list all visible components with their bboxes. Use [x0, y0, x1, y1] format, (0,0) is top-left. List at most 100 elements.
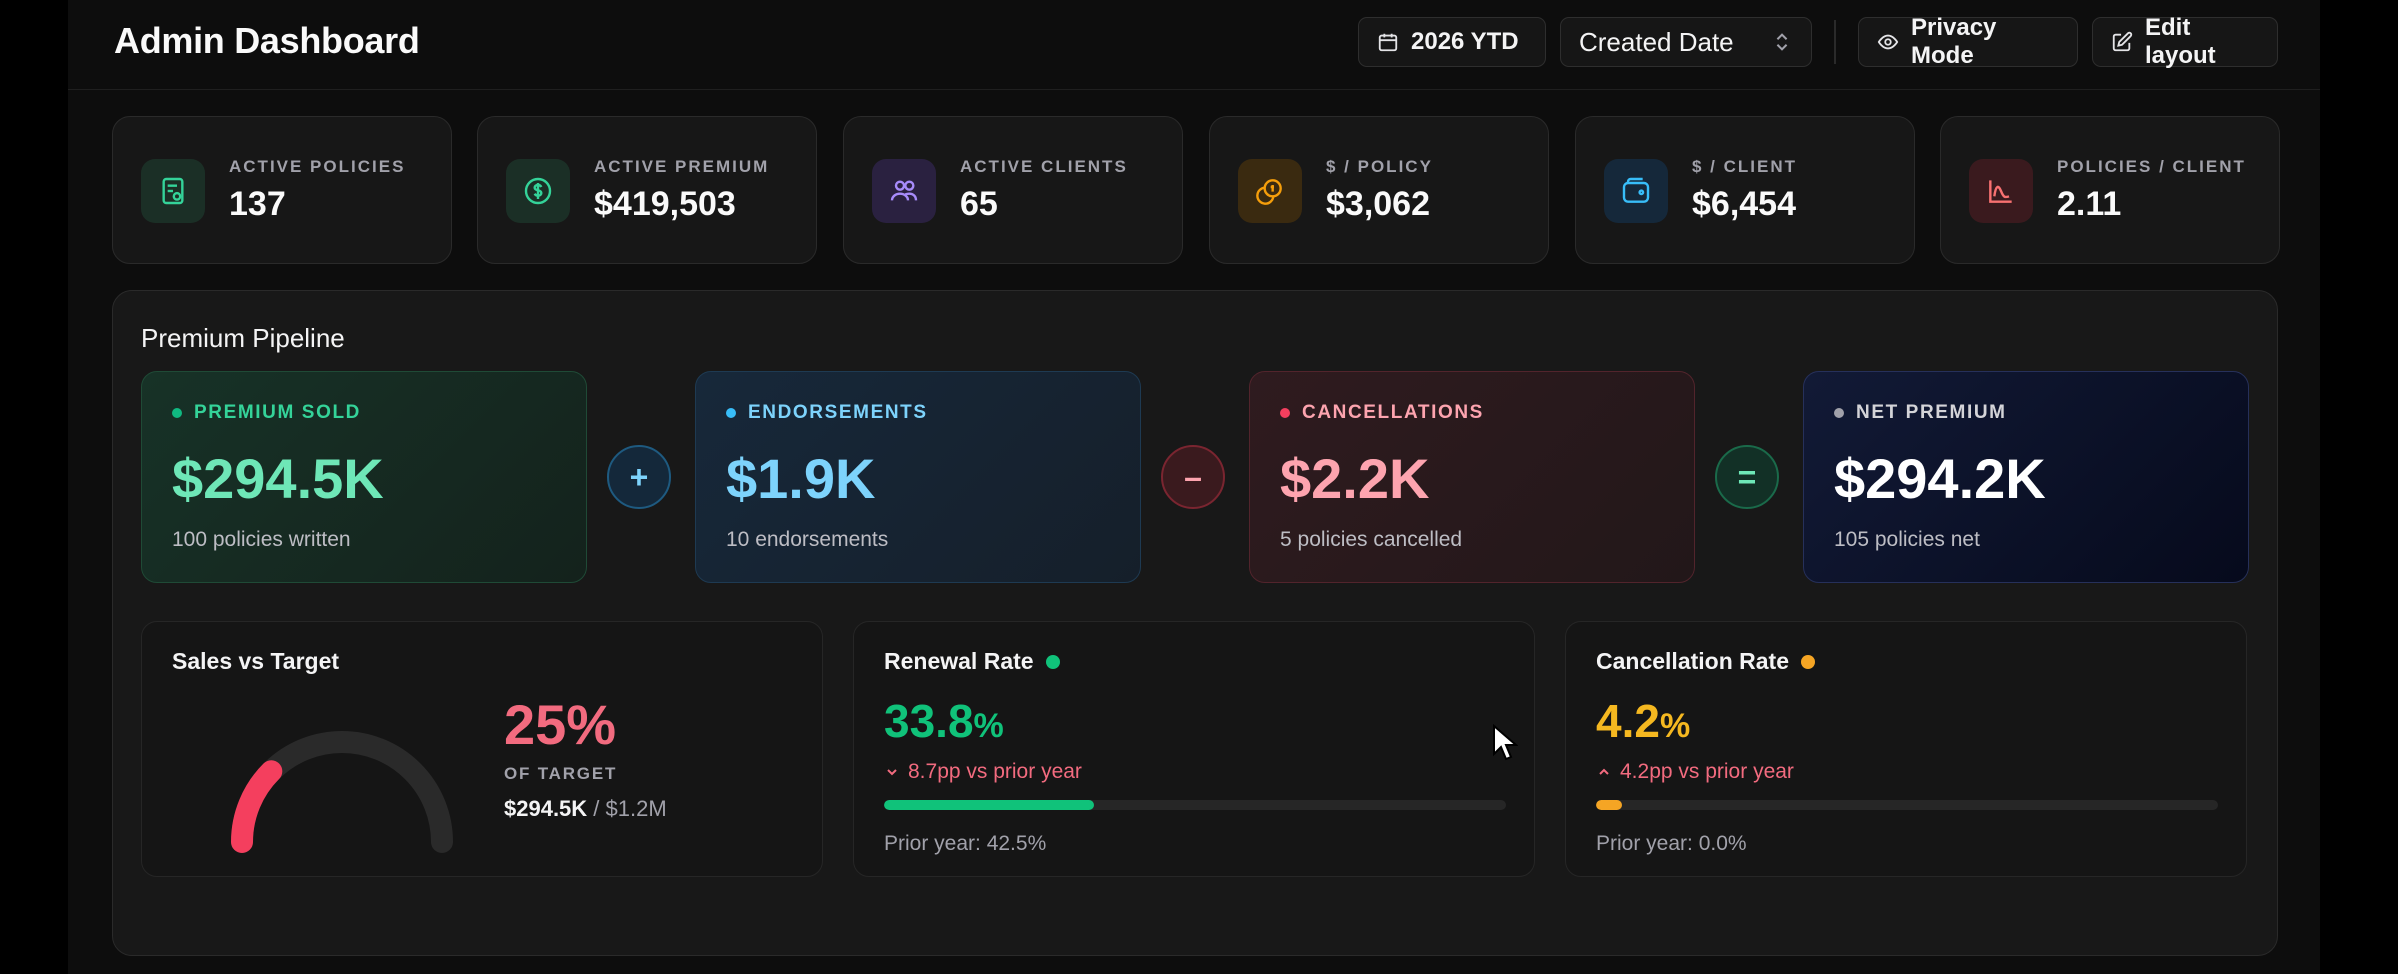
- cancellation-change: 4.2pp vs prior year: [1596, 760, 1794, 784]
- stat-card-active-premium: ACTIVE PREMIUM $419,503: [477, 116, 817, 264]
- pipeline-label: PREMIUM SOLD: [172, 402, 361, 424]
- rate-number: 4.2: [1596, 695, 1660, 747]
- stat-label: POLICIES / CLIENT: [2057, 157, 2246, 176]
- stat-value: $419,503: [594, 185, 736, 223]
- card-title: Sales vs Target: [172, 648, 339, 675]
- rate-unit: %: [1659, 707, 1691, 745]
- users-icon: [872, 159, 936, 223]
- chart-curve-icon: [1969, 159, 2033, 223]
- pipeline-label-text: CANCELLATIONS: [1302, 402, 1484, 423]
- mouse-cursor-icon: [1493, 724, 1518, 761]
- target-label: OF TARGET: [504, 764, 618, 783]
- policy-icon: [141, 159, 205, 223]
- stat-value: $3,062: [1326, 185, 1430, 223]
- sort-field-value: Created Date: [1579, 26, 1734, 57]
- equals-operator: =: [1715, 445, 1779, 509]
- dashboard-page: Admin Dashboard 2026 YTD Created Date Pr…: [68, 0, 2320, 974]
- gauge-track: [231, 731, 453, 853]
- pipeline-subtext: 5 policies cancelled: [1280, 528, 1463, 551]
- pipeline-subtext: 100 policies written: [172, 528, 351, 551]
- cancellation-progress-bar: [1596, 800, 2218, 810]
- chevron-up-down-icon: [1776, 33, 1788, 51]
- stat-label: $ / POLICY: [1326, 157, 1433, 176]
- progress-fill: [884, 800, 1095, 810]
- pipeline-label-text: PREMIUM SOLD: [194, 402, 361, 423]
- pipeline-subtext: 105 policies net: [1834, 528, 1980, 551]
- renewal-change: 8.7pp vs prior year: [884, 760, 1082, 784]
- pipeline-label-text: ENDORSEMENTS: [748, 402, 928, 423]
- card-title-text: Renewal Rate: [884, 648, 1034, 674]
- pipeline-value: $294.2K: [1834, 447, 2046, 510]
- card-title: Cancellation Rate: [1596, 648, 1815, 675]
- sort-field-select[interactable]: Created Date: [1560, 17, 1812, 67]
- pipeline-label-text: NET PREMIUM: [1856, 402, 2007, 423]
- privacy-mode-button[interactable]: Privacy Mode: [1858, 14, 2078, 69]
- renewal-rate-value: 33.8%: [884, 694, 1004, 748]
- stat-label: $ / CLIENT: [1692, 157, 1798, 176]
- privacy-mode-label: Privacy Mode: [1911, 14, 1997, 69]
- cancellation-rate-card: Cancellation Rate 4.2% 4.2pp vs prior ye…: [1565, 621, 2247, 877]
- coins-icon: [1238, 159, 1302, 223]
- stat-value: $6,454: [1692, 185, 1796, 223]
- wallet-icon: [1604, 159, 1668, 223]
- card-title-text: Sales vs Target: [172, 648, 340, 674]
- pipeline-card-endorsements: ENDORSEMENTS $1.9K 10 endorsements: [695, 371, 1141, 583]
- rate-number: 33.8: [884, 695, 974, 747]
- edit-layout-label: Edit layout: [2145, 14, 2216, 69]
- page-title: Admin Dashboard: [114, 20, 420, 61]
- change-text: 4.2pp vs prior year: [1620, 760, 1794, 783]
- minus-operator: –: [1161, 445, 1225, 509]
- stat-value: 2.11: [2057, 185, 2122, 223]
- pipeline-subtext: 10 endorsements: [726, 528, 889, 551]
- pipeline-card-cancellations: CANCELLATIONS $2.2K 5 policies cancelled: [1249, 371, 1695, 583]
- stat-value: 137: [229, 185, 286, 223]
- target-gauge: [231, 731, 453, 853]
- dollar-circle-icon: [506, 159, 570, 223]
- chevron-up-icon: [1599, 768, 1609, 775]
- calendar-icon: [1378, 33, 1398, 52]
- date-range-button[interactable]: 2026 YTD: [1358, 17, 1546, 67]
- stat-card-active-policies: ACTIVE POLICIES 137: [112, 116, 452, 264]
- pipeline-label: CANCELLATIONS: [1280, 402, 1484, 424]
- stat-label: ACTIVE CLIENTS: [960, 157, 1128, 176]
- pipeline-label: NET PREMIUM: [1834, 402, 2007, 424]
- status-dot: [172, 408, 182, 418]
- cancellation-rate-value: 4.2%: [1596, 694, 1690, 748]
- status-dot: [726, 408, 736, 418]
- change-text: 8.7pp vs prior year: [908, 760, 1082, 783]
- card-title-text: Cancellation Rate: [1596, 648, 1789, 674]
- status-dot: [1045, 654, 1060, 669]
- pipeline-value: $1.9K: [726, 447, 876, 510]
- date-range-label: 2026 YTD: [1411, 28, 1519, 55]
- pipeline-label: ENDORSEMENTS: [726, 402, 928, 424]
- stat-card-policies-per-client: POLICIES / CLIENT 2.11: [1940, 116, 2280, 264]
- renewal-prior-year: Prior year: 42.5%: [884, 832, 1047, 855]
- stat-card-dollar-per-policy: $ / POLICY $3,062: [1209, 116, 1549, 264]
- pipeline-value: $2.2K: [1280, 447, 1430, 510]
- sales-vs-target-card: Sales vs Target 25% OF TARGET $294.5K / …: [141, 621, 823, 877]
- header-bar: Admin Dashboard 2026 YTD Created Date Pr…: [68, 0, 2320, 90]
- status-dot: [1801, 654, 1815, 669]
- stat-label: ACTIVE PREMIUM: [594, 157, 770, 176]
- stat-card-active-clients: ACTIVE CLIENTS 65: [843, 116, 1183, 264]
- plus-operator: +: [607, 445, 671, 509]
- status-dot: [1834, 408, 1844, 418]
- edit-icon: [2112, 31, 2133, 52]
- pipeline-value: $294.5K: [172, 447, 384, 510]
- rate-unit: %: [973, 707, 1004, 745]
- stat-value: 65: [960, 185, 998, 223]
- status-dot: [1280, 408, 1290, 418]
- target-values: $294.5K / $1.2M: [504, 796, 667, 822]
- target-current: $294.5K: [504, 796, 588, 821]
- header-divider: [1834, 20, 1836, 64]
- renewal-progress-bar: [884, 800, 1506, 810]
- target-goal: / $1.2M: [587, 796, 667, 821]
- pipeline-card-premium-sold: PREMIUM SOLD $294.5K 100 policies writte…: [141, 371, 587, 583]
- renewal-rate-card: Renewal Rate 33.8% 8.7pp vs prior year P…: [853, 621, 1535, 877]
- edit-layout-button[interactable]: Edit layout: [2092, 14, 2278, 69]
- premium-pipeline-panel: Premium Pipeline PREMIUM SOLD $294.5K 10…: [112, 290, 2278, 956]
- cancellation-prior-year: Prior year: 0.0%: [1596, 832, 1747, 855]
- pipeline-card-net-premium: NET PREMIUM $294.2K 105 policies net: [1803, 371, 2249, 583]
- eye-icon: [1877, 34, 1899, 50]
- stat-card-dollar-per-client: $ / CLIENT $6,454: [1575, 116, 1915, 264]
